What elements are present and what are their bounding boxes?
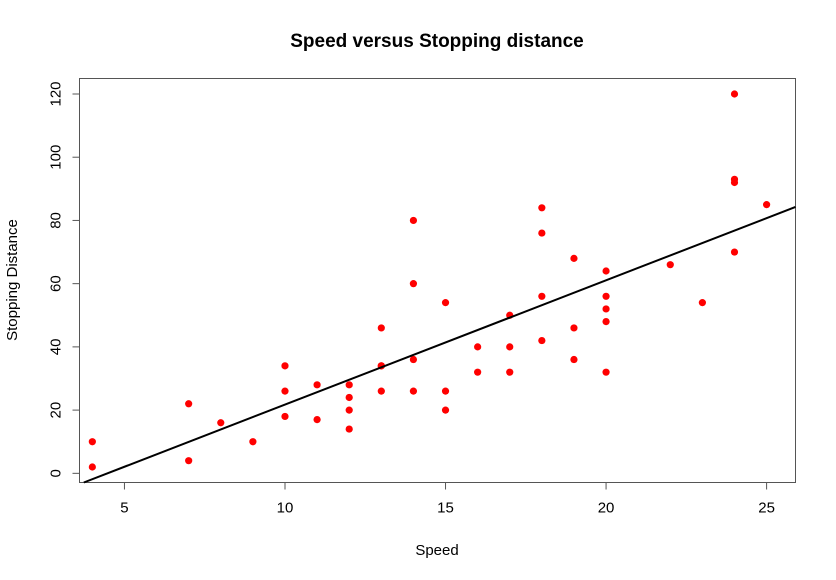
data-point [506, 343, 514, 351]
data-point [409, 216, 418, 225]
data-point [538, 229, 546, 237]
data-point [345, 381, 353, 389]
data-point [88, 463, 96, 471]
y-tick-label: 40 [48, 339, 65, 356]
data-point [88, 438, 96, 446]
data-point [185, 457, 193, 465]
data-point [538, 336, 546, 345]
data-point [345, 425, 353, 433]
data-point [730, 175, 739, 183]
y-tick-label: 0 [48, 469, 65, 477]
data-point [281, 387, 289, 395]
x-tick-label: 10 [277, 500, 294, 517]
data-point [730, 90, 739, 98]
x-tick-label: 15 [437, 500, 454, 517]
x-tick-label: 5 [120, 500, 128, 517]
y-tick-label: 20 [48, 402, 65, 419]
y-tick-label: 60 [48, 275, 65, 292]
x-tick-label: 25 [758, 500, 775, 517]
data-point [281, 362, 289, 370]
chart-title: Speed versus Stopping distance [290, 31, 584, 52]
data-point [281, 412, 289, 421]
data-point [313, 415, 321, 424]
data-point [249, 438, 257, 446]
data-point [570, 355, 578, 364]
y-axis-label: Stopping Distance [4, 219, 21, 341]
data-point [377, 324, 385, 332]
data-point [538, 292, 546, 300]
data-point [570, 324, 578, 332]
data-point [730, 248, 739, 256]
regression-line [83, 206, 796, 484]
data-point [409, 280, 418, 288]
x-axis: 5 10 15 20 25 [120, 482, 775, 517]
data-point [666, 261, 674, 269]
data-point [474, 343, 482, 351]
data-point [409, 387, 418, 395]
data-point [602, 368, 610, 376]
x-axis-label: Speed [415, 542, 458, 559]
data-point [441, 299, 450, 307]
data-point [602, 292, 610, 300]
data-point [313, 381, 321, 389]
data-point [602, 317, 610, 326]
data-point [441, 406, 450, 414]
data-point [602, 267, 610, 275]
x-tick-label: 20 [598, 500, 615, 517]
data-point [345, 406, 353, 414]
data-point [570, 254, 578, 262]
data-point [698, 299, 706, 307]
data-point [185, 400, 193, 408]
data-point [538, 204, 546, 212]
data-point [602, 305, 610, 313]
y-tick-label: 100 [48, 145, 65, 170]
data-point [763, 201, 771, 209]
data-point [506, 368, 514, 376]
data-point [377, 387, 385, 395]
y-tick-label: 120 [48, 81, 65, 106]
y-tick-label: 80 [48, 212, 65, 229]
plot-area-frame [79, 78, 796, 483]
data-point [409, 355, 418, 364]
data-point [217, 419, 225, 427]
data-point [474, 368, 482, 376]
data-point [441, 387, 450, 395]
data-points [88, 90, 771, 471]
y-axis: 0 20 40 60 80 100 120 [48, 81, 80, 478]
data-point [345, 393, 353, 402]
